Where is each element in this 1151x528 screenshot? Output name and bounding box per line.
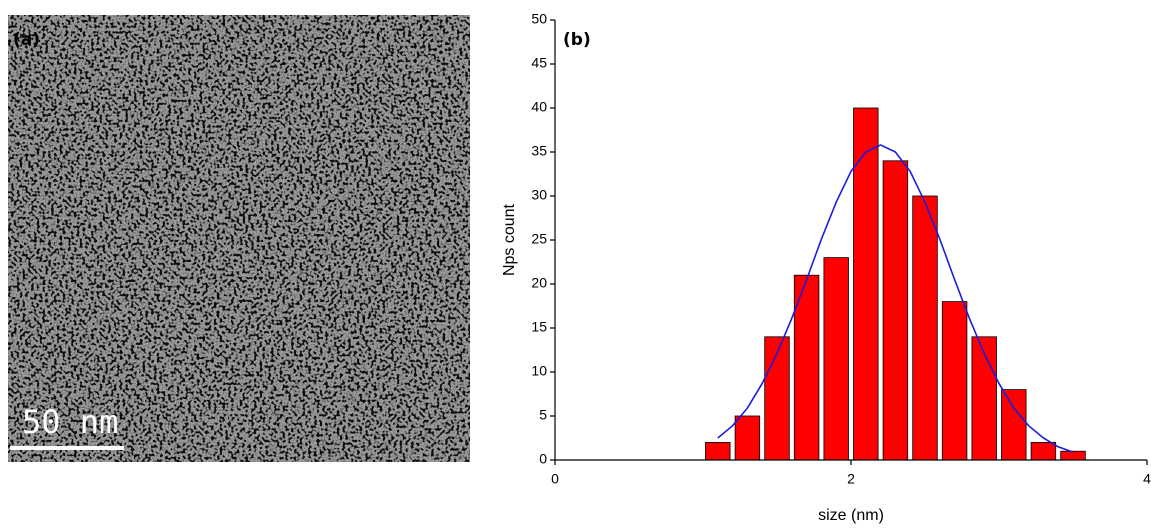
bar — [793, 274, 820, 461]
y-tick-label: 45 — [531, 55, 547, 71]
y-tick-label: 50 — [531, 11, 547, 27]
x-axis-label: size (nm) — [818, 507, 884, 524]
bar — [1060, 450, 1086, 461]
bar — [705, 441, 731, 461]
bar — [823, 257, 849, 461]
bar — [1030, 441, 1057, 461]
y-tick-label: 35 — [531, 143, 547, 159]
bar — [734, 415, 761, 461]
y-tick-label: 30 — [531, 187, 547, 203]
y-tick-label: 0 — [539, 451, 547, 467]
bar — [1001, 389, 1027, 461]
histogram-chart: (b) size (nm) Nps count 0510152025303540… — [501, 11, 1151, 525]
scale-bar-label: 50 nm — [22, 403, 118, 441]
y-tick-label: 25 — [531, 231, 547, 247]
x-tick-label: 2 — [847, 471, 855, 487]
tem-image: (a) 50 nm — [8, 15, 470, 462]
y-tick-label: 15 — [531, 319, 547, 335]
y-tick-label: 20 — [531, 275, 547, 291]
y-tick-label: 5 — [539, 407, 547, 423]
panel-label: (b) — [563, 30, 591, 50]
y-axis-label: Nps count — [501, 203, 518, 276]
bar — [912, 195, 938, 461]
panel-label: (a) — [13, 30, 40, 50]
y-tick-label: 10 — [531, 363, 547, 379]
bar — [853, 107, 879, 461]
x-tick-label: 0 — [551, 471, 559, 487]
micrograph — [8, 15, 470, 462]
y-tick-label: 40 — [531, 99, 547, 115]
bar — [882, 160, 909, 461]
bar — [941, 301, 968, 461]
fit-curve — [717, 144, 1074, 453]
x-tick-label: 4 — [1143, 471, 1151, 487]
